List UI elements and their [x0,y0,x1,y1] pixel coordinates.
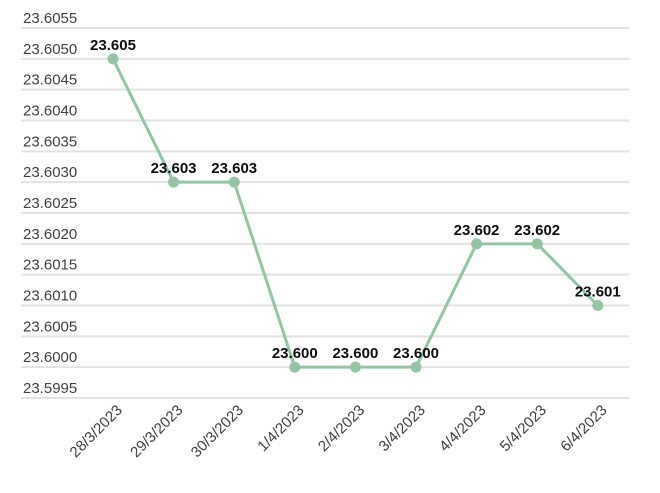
y-axis-tick-label: 23.6045 [23,72,77,89]
y-axis-tick-label: 23.6050 [23,41,77,58]
y-axis-tick-label: 23.6010 [23,288,77,305]
data-point-label: 23.602 [514,222,560,239]
y-axis-tick-label: 23.6005 [23,318,77,335]
data-point-marker[interactable] [531,238,543,250]
data-point-marker[interactable] [228,176,240,188]
y-axis-tick-label: 23.6015 [23,257,77,274]
data-point-marker[interactable] [349,361,361,373]
y-axis-tick-label: 23.6055 [23,10,77,27]
data-point-label: 23.605 [90,37,136,54]
data-point-marker[interactable] [471,238,483,250]
data-point-label: 23.602 [454,222,500,239]
y-axis-tick-label: 23.5995 [23,380,77,397]
y-axis-tick-label: 23.6040 [23,103,77,120]
y-axis-tick-label: 23.6030 [23,164,77,181]
y-axis-tick-label: 23.6020 [23,226,77,243]
data-point-label: 23.600 [332,345,378,362]
data-point-marker[interactable] [168,176,180,188]
data-point-marker[interactable] [107,53,119,65]
data-point-marker[interactable] [592,300,604,311]
data-point-label: 23.603 [211,160,257,177]
data-point-label: 23.600 [272,345,318,362]
y-axis-tick-label: 23.6025 [23,195,77,212]
y-axis-tick-label: 23.6000 [23,349,77,366]
data-point-marker[interactable] [289,361,301,373]
y-axis-tick-label: 23.6035 [23,133,77,150]
data-point-label: 23.601 [575,284,621,301]
data-point-label: 23.603 [151,160,197,177]
data-point-marker[interactable] [410,361,422,373]
data-point-label: 23.600 [393,345,439,362]
